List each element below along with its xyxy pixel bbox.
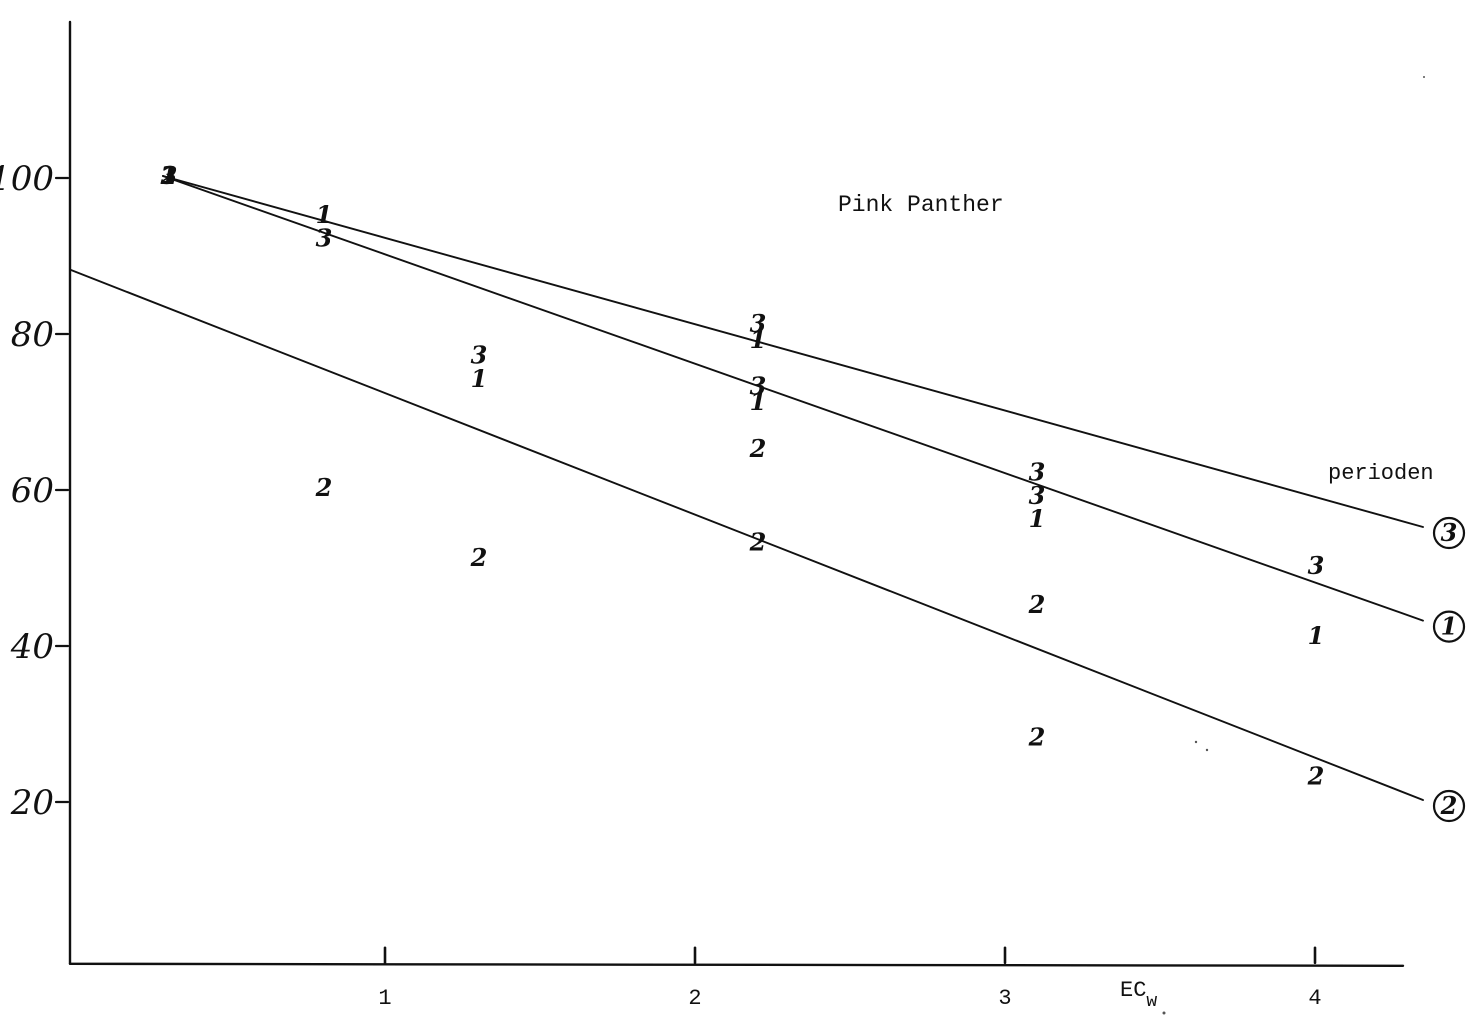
x-axis-label: ECw [1120,978,1157,1012]
x-axis-label-subscript: w [1146,992,1157,1012]
data-point-series-3: 3 [316,223,333,252]
data-point-series-1: 1 [750,325,767,354]
data-point-series-3: 3 [1308,551,1325,580]
x-axis-label-main: EC [1120,978,1146,1003]
data-point-series-1: 1 [750,387,767,416]
trend-end-label-3: 3 [1441,518,1458,547]
data-point-series-2: 2 [160,161,178,190]
trend-line-3 [162,175,1424,528]
y-tick-label: 20 [10,783,54,823]
x-tick-label: 3 [998,986,1011,1011]
data-point-series-3: 3 [750,309,767,338]
chart-labels: Pink Panther perioden ECw [838,76,1434,1015]
legend-title: perioden [1328,461,1434,486]
y-tick-label: 100 [0,159,54,199]
data-point-series-1: 1 [471,364,488,393]
chart-title: Pink Panther [838,192,1004,218]
trend-end-circle-3 [1432,516,1466,550]
data-point-series-1: 1 [1029,504,1046,533]
data-point-series-2: 2 [470,543,488,572]
scan-speck [1162,1011,1166,1015]
axes: 123420406080100 [0,20,1405,1011]
data-point-series-2: 2 [315,473,333,502]
data-point-series-2: 2 [749,434,767,463]
data-point-series-1: 1 [316,200,333,229]
x-tick-label: 1 [378,986,391,1011]
scan-speck [1194,740,1198,744]
trend-line-2 [69,268,1424,801]
trend-line-1 [162,175,1424,622]
x-axis-line [68,962,1405,967]
data-point-series-2: 2 [1028,590,1046,619]
y-tick-label: 60 [11,471,54,511]
y-tick-label: 80 [11,315,54,355]
y-tick-label: 40 [10,627,54,667]
trend-end-circle-2 [1432,789,1466,823]
data-point-series-1: 1 [1308,621,1325,650]
x-tick-label: 4 [1308,986,1321,1011]
data-point-series-3: 3 [750,372,767,401]
data-point-series-2: 2 [1028,723,1046,752]
data-point-series-3: 3 [161,161,178,190]
scan-speck [1423,76,1425,78]
data-point-series-2: 2 [1307,762,1325,791]
trend-end-circle-1 [1432,610,1466,643]
x-tick-label: 2 [688,986,701,1011]
trend-end-label-1: 1 [1441,612,1458,641]
trend-end-label-2: 2 [1440,791,1458,820]
data-point-series-3: 3 [1029,457,1046,486]
trend-lines: 312 [69,175,1466,823]
data-point-series-3: 3 [1029,481,1046,510]
data-point-series-1: 1 [161,161,178,190]
scan-speck [1205,748,1209,752]
data-point-series-2: 2 [749,528,767,557]
data-point-series-3: 3 [471,340,488,369]
